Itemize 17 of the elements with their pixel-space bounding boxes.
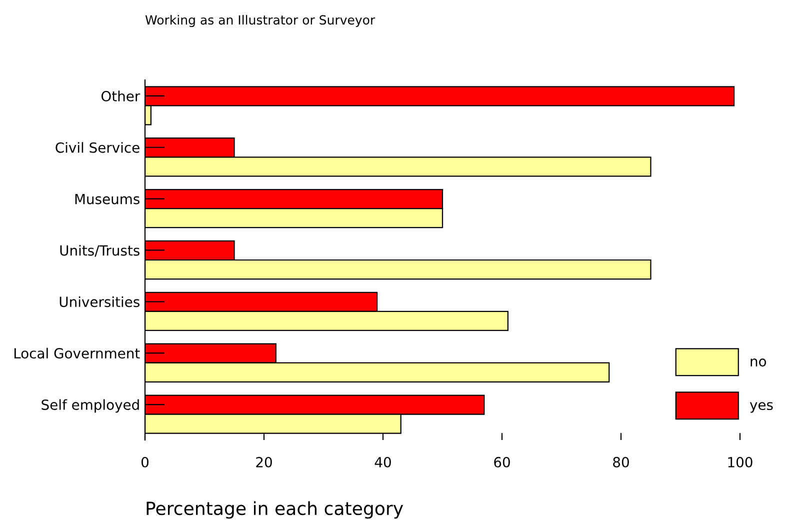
- y-tick-label: Units/Trusts: [60, 244, 140, 257]
- chart-title: Working as an Illustrator or Surveyor: [145, 14, 376, 28]
- x-axis-title: Percentage in each category: [146, 501, 404, 519]
- x-tick-label: 100: [728, 456, 752, 468]
- y-tick-label: Civil Service: [56, 142, 140, 153]
- legend-label: yes: [750, 402, 773, 413]
- y-tick-label: Museums: [75, 194, 140, 204]
- y-tick-label: Universities: [60, 296, 140, 308]
- y-tick-label: Self employed: [42, 399, 139, 413]
- legend-label: no: [750, 358, 766, 367]
- x-tick-label: 40: [374, 456, 391, 468]
- x-tick-label: 60: [494, 456, 510, 468]
- x-tick-label: 80: [613, 456, 629, 468]
- x-tick-label: 0: [141, 456, 148, 468]
- y-tick-label: Other: [101, 90, 140, 102]
- y-tick-label: Local Government: [14, 348, 140, 359]
- x-tick-label: 20: [256, 456, 272, 468]
